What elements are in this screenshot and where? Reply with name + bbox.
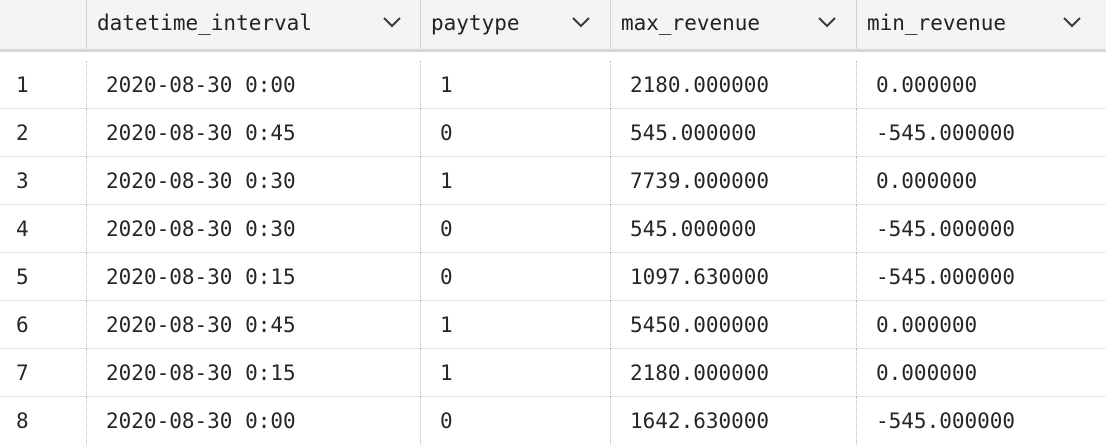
- cell-datetime-interval[interactable]: 2020-08-30 0:45: [87, 109, 421, 157]
- chevron-down-icon[interactable]: [381, 15, 403, 29]
- table-row[interactable]: 5 2020-08-30 0:15 0 1097.630000 -545.000…: [0, 253, 1106, 301]
- cell-min-revenue[interactable]: -545.000000: [876, 217, 1016, 241]
- cell-min-revenue[interactable]: -545.000000: [876, 409, 1016, 433]
- row-number: 6: [0, 301, 87, 349]
- table-row[interactable]: 7 2020-08-30 0:15 1 2180.000000 0.000000: [0, 349, 1106, 397]
- chevron-down-icon[interactable]: [1061, 15, 1083, 29]
- cell-paytype[interactable]: 1: [421, 301, 611, 349]
- row-number: 7: [0, 349, 87, 397]
- cell-min-revenue[interactable]: -545.000000: [876, 265, 1016, 289]
- column-header-label: min_revenue: [867, 11, 1007, 35]
- cell-min-revenue[interactable]: 0.000000: [876, 313, 978, 337]
- chevron-down-icon[interactable]: [816, 15, 838, 29]
- column-header-label: max_revenue: [621, 11, 761, 35]
- chevron-down-icon[interactable]: [570, 15, 592, 29]
- row-number: 4: [0, 205, 87, 253]
- cell-max-revenue[interactable]: 1642.630000: [611, 397, 857, 445]
- cell-paytype[interactable]: 0: [421, 205, 611, 253]
- cell-paytype[interactable]: 0: [421, 109, 611, 157]
- cell-datetime-interval[interactable]: 2020-08-30 0:15: [87, 253, 421, 301]
- column-header-min-revenue[interactable]: min_revenue: [857, 0, 1106, 49]
- cell-min-revenue[interactable]: 0.000000: [876, 361, 978, 385]
- table-row[interactable]: 4 2020-08-30 0:30 0 545.000000 -545.0000…: [0, 205, 1106, 253]
- cell-datetime-interval[interactable]: 2020-08-30 0:15: [87, 349, 421, 397]
- cell-max-revenue[interactable]: 7739.000000: [611, 157, 857, 205]
- cell-max-revenue[interactable]: 5450.000000: [611, 301, 857, 349]
- cell-min-revenue[interactable]: -545.000000: [876, 121, 1016, 145]
- column-header-max-revenue[interactable]: max_revenue: [611, 0, 857, 49]
- cell-min-revenue[interactable]: 0.000000: [876, 73, 978, 97]
- row-number: 2: [0, 109, 87, 157]
- cell-datetime-interval[interactable]: 2020-08-30 0:30: [87, 157, 421, 205]
- cell-paytype[interactable]: 1: [421, 61, 611, 109]
- column-header-paytype[interactable]: paytype: [421, 0, 611, 49]
- cell-paytype[interactable]: 1: [421, 349, 611, 397]
- cell-datetime-interval[interactable]: 2020-08-30 0:00: [87, 397, 421, 445]
- grid-header: datetime_interval paytype max_revenue mi…: [0, 0, 1106, 52]
- cell-datetime-interval[interactable]: 2020-08-30 0:00: [87, 61, 421, 109]
- column-header-label: datetime_interval: [97, 11, 312, 35]
- cell-max-revenue[interactable]: 2180.000000: [611, 349, 857, 397]
- cell-paytype[interactable]: 0: [421, 253, 611, 301]
- cell-paytype[interactable]: 0: [421, 397, 611, 445]
- table-row[interactable]: 1 2020-08-30 0:00 1 2180.000000 0.000000: [0, 61, 1106, 109]
- column-header-datetime-interval[interactable]: datetime_interval: [87, 0, 421, 49]
- cell-max-revenue[interactable]: 2180.000000: [611, 61, 857, 109]
- column-header-label: paytype: [431, 11, 520, 35]
- row-number: 5: [0, 253, 87, 301]
- table-row[interactable]: 6 2020-08-30 0:45 1 5450.000000 0.000000: [0, 301, 1106, 349]
- table-row[interactable]: 3 2020-08-30 0:30 1 7739.000000 0.000000: [0, 157, 1106, 205]
- row-number: 3: [0, 157, 87, 205]
- table-row[interactable]: 8 2020-08-30 0:00 0 1642.630000 -545.000…: [0, 397, 1106, 445]
- cell-max-revenue[interactable]: 545.000000: [611, 109, 857, 157]
- table-row[interactable]: 2 2020-08-30 0:45 0 545.000000 -545.0000…: [0, 109, 1106, 157]
- row-number-header: [0, 0, 87, 49]
- row-number: 1: [0, 61, 87, 109]
- cell-max-revenue[interactable]: 545.000000: [611, 205, 857, 253]
- cell-max-revenue[interactable]: 1097.630000: [611, 253, 857, 301]
- cell-datetime-interval[interactable]: 2020-08-30 0:30: [87, 205, 421, 253]
- cell-min-revenue[interactable]: 0.000000: [876, 169, 978, 193]
- row-number: 8: [0, 397, 87, 445]
- cell-datetime-interval[interactable]: 2020-08-30 0:45: [87, 301, 421, 349]
- cell-paytype[interactable]: 1: [421, 157, 611, 205]
